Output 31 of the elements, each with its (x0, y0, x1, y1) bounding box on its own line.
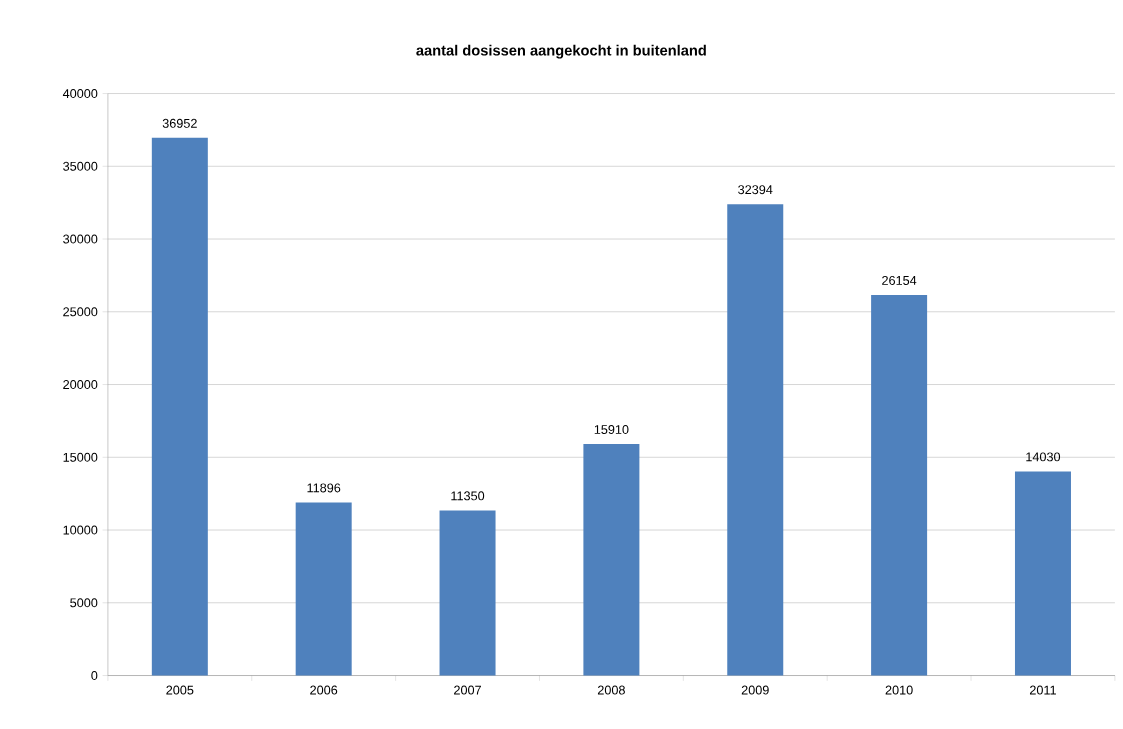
x-tick-label: 2009 (741, 685, 769, 695)
x-tick-label: 2005 (166, 685, 194, 695)
bar (583, 444, 640, 676)
bar (295, 502, 352, 676)
chart-title: aantal dosissen aangekocht in buitenland (416, 44, 706, 59)
data-label: 11896 (307, 483, 341, 493)
data-label: 32394 (738, 185, 773, 195)
data-label: 36952 (162, 118, 197, 128)
x-tick-label: 2007 (454, 685, 481, 695)
bar (439, 510, 496, 676)
bar (151, 137, 208, 676)
y-tick-label: 30000 (63, 234, 98, 244)
data-label: 14030 (1026, 452, 1061, 462)
bar (727, 204, 784, 676)
x-tick-label: 2006 (310, 685, 338, 695)
y-tick-label: 40000 (62, 89, 98, 99)
y-tick-label: 5000 (70, 598, 98, 608)
y-tick-label: 35000 (63, 161, 98, 171)
y-tick-label: 25000 (63, 307, 98, 317)
x-tick-label: 2011 (1029, 685, 1056, 695)
bar (871, 294, 928, 676)
y-tick-label: 10000 (63, 525, 98, 535)
x-tick-label: 2010 (885, 685, 913, 695)
y-tick-label: 0 (91, 671, 98, 681)
data-label: 11350 (451, 491, 485, 501)
x-tick-label: 2008 (597, 685, 625, 695)
y-tick-label: 15000 (63, 452, 98, 462)
y-tick-label: 20000 (63, 380, 98, 390)
data-label: 26154 (882, 275, 917, 285)
bar (1014, 471, 1071, 676)
data-label: 15910 (594, 425, 629, 434)
